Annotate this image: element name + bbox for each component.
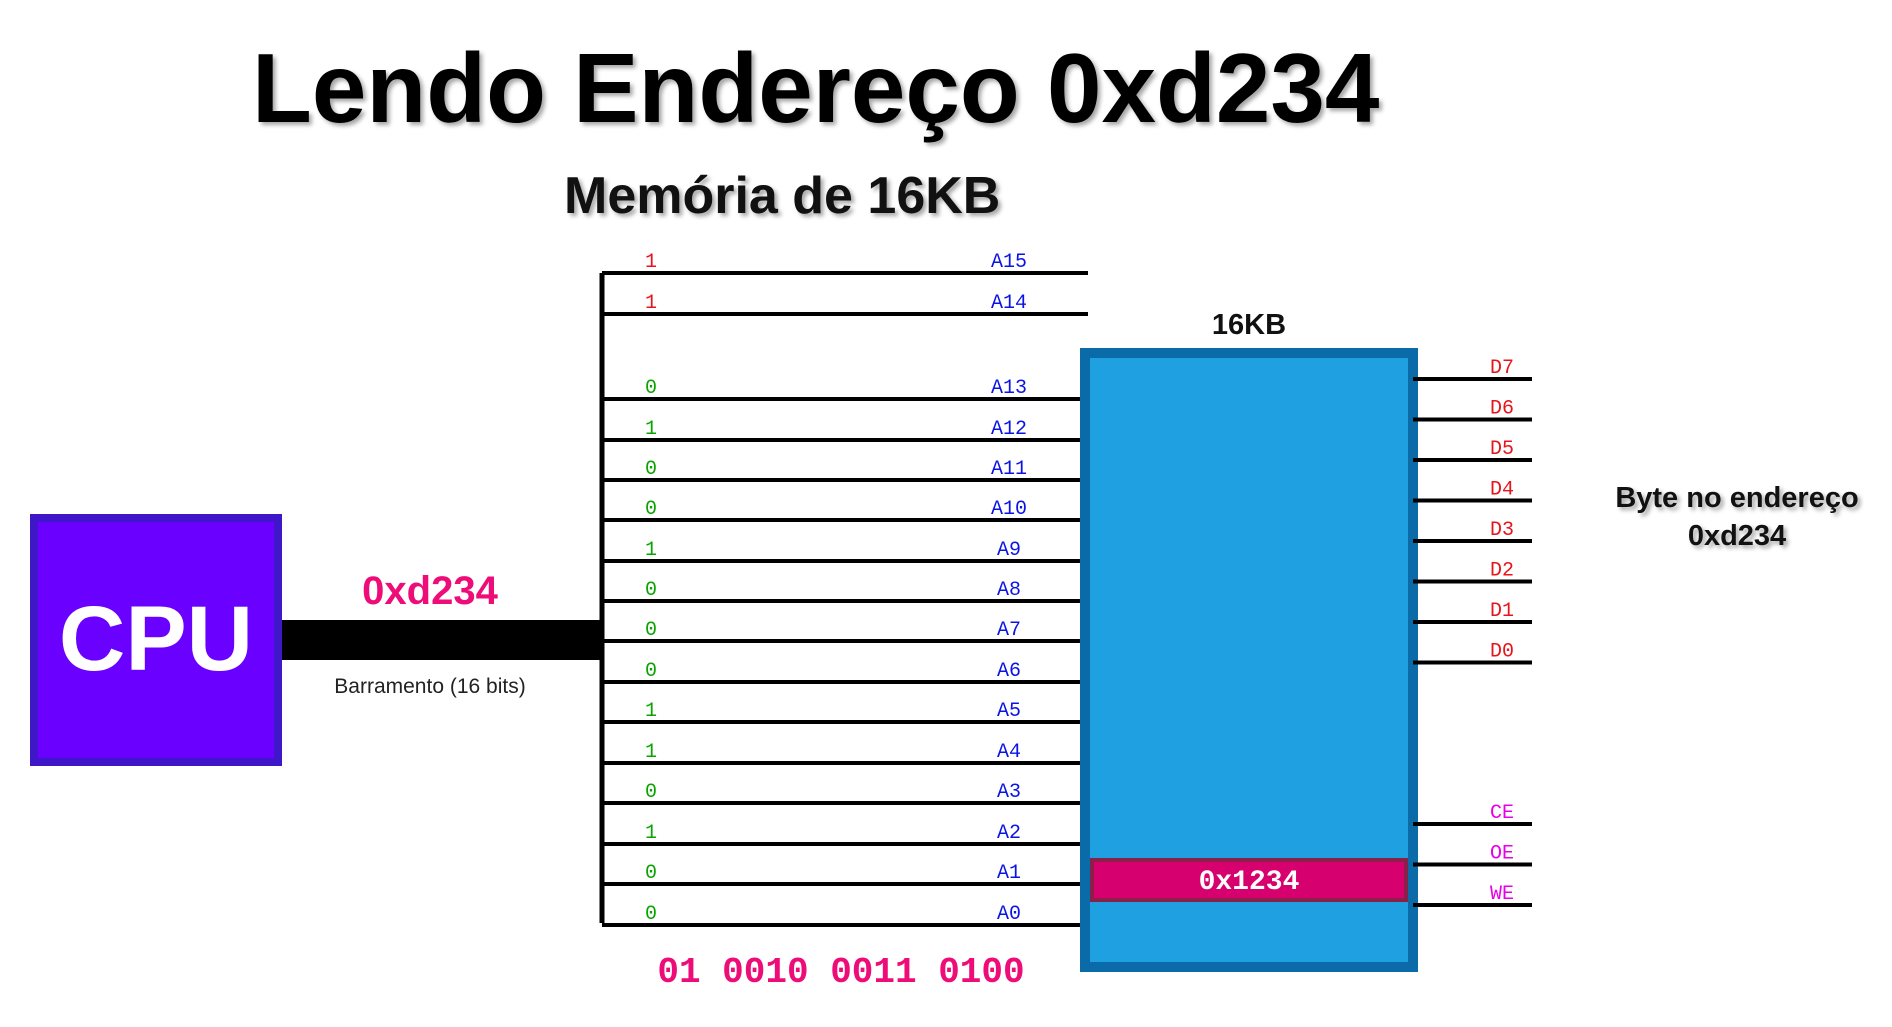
memory-cell (1090, 858, 1408, 902)
address-pin-a1: A1 (997, 862, 1021, 885)
address-bit-a5: 1 (645, 700, 657, 723)
data-pin-d7: D7 (1490, 357, 1514, 380)
control-pin-oe: OE (1490, 843, 1514, 866)
control-lines: CE OE WE (1413, 802, 1532, 907)
address-pin-a6: A6 (997, 660, 1021, 683)
address-pin-a10: A10 (991, 498, 1027, 521)
page-title: Lendo Endereço 0xd234 (252, 33, 1379, 143)
cpu-label: CPU (59, 588, 253, 690)
bus-label: Barramento (16 bits) (334, 675, 525, 698)
bus-address-value: 0xd234 (362, 569, 498, 613)
address-pin-a5: A5 (997, 700, 1021, 723)
address-bit-a13: 0 (645, 377, 657, 400)
address-pin-a0: A0 (997, 903, 1021, 926)
control-pin-ce: CE (1490, 802, 1514, 825)
data-pin-d3: D3 (1490, 519, 1514, 542)
address-bit-a2: 1 (645, 822, 657, 845)
data-pin-d4: D4 (1490, 479, 1514, 502)
address-bit-a15: 1 (645, 251, 657, 274)
memory-chip: 16KB 0x1234 (1080, 309, 1418, 972)
data-pin-d1: D1 (1490, 600, 1514, 623)
data-pin-d2: D2 (1490, 560, 1514, 583)
memory-cell-value: 0x1234 (1199, 867, 1300, 898)
address-bit-a4: 1 (645, 741, 657, 764)
data-pin-d6: D6 (1490, 398, 1514, 421)
cpu-box (30, 514, 282, 766)
address-bit-a8: 0 (645, 579, 657, 602)
address-pin-a12: A12 (991, 418, 1027, 441)
data-lines: D7 D6 D5 D4 D3 D2 D1 D0 (1413, 357, 1532, 665)
address-pin-a8: A8 (997, 579, 1021, 602)
address-pin-a14: A14 (991, 292, 1027, 315)
memory-subtitle: Memória de 16KB (564, 167, 1000, 225)
output-label-line2: 0xd234 (1688, 520, 1786, 552)
output-label-line1: Byte no endereço (1615, 482, 1858, 514)
address-pin-a7: A7 (997, 619, 1021, 642)
address-pin-a3: A3 (997, 781, 1021, 804)
address-bit-a9: 1 (645, 539, 657, 562)
address-pin-a2: A2 (997, 822, 1021, 845)
binary-readout: 01 0010 0011 0100 (657, 952, 1024, 993)
cpu-block: CPU (30, 514, 282, 766)
address-pin-a13: A13 (991, 377, 1027, 400)
address-bit-a6: 0 (645, 660, 657, 683)
address-bus (282, 620, 602, 660)
address-bit-a7: 0 (645, 619, 657, 642)
address-pin-a4: A4 (997, 741, 1021, 764)
address-bit-a10: 0 (645, 498, 657, 521)
address-bit-a12: 1 (645, 418, 657, 441)
address-bit-a11: 0 (645, 458, 657, 481)
data-pin-d5: D5 (1490, 438, 1514, 461)
address-pin-a15: A15 (991, 251, 1027, 274)
address-bit-a1: 0 (645, 862, 657, 885)
address-bit-a14: 1 (645, 292, 657, 315)
address-bit-a0: 0 (645, 903, 657, 926)
address-pin-a11: A11 (991, 458, 1027, 481)
address-bit-a3: 0 (645, 781, 657, 804)
control-pin-we: WE (1490, 883, 1514, 906)
memory-size-label: 16KB (1212, 309, 1286, 341)
address-pin-a9: A9 (997, 539, 1021, 562)
data-pin-d0: D0 (1490, 641, 1514, 664)
